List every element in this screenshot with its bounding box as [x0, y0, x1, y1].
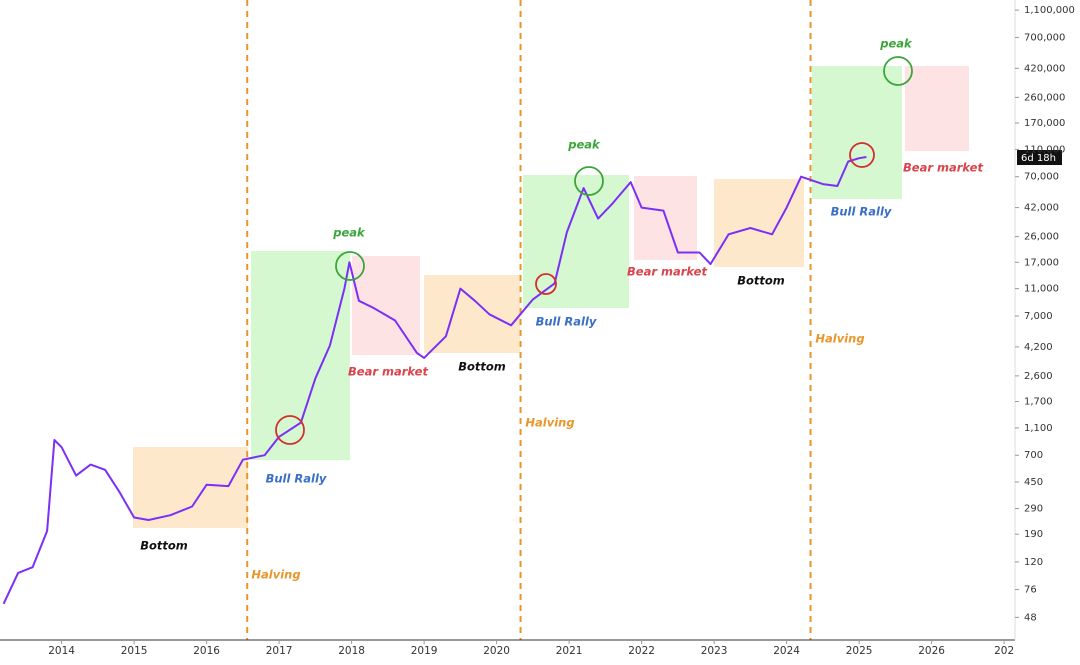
annotation: Bottom [458, 360, 506, 374]
bear-zone [905, 66, 969, 151]
annotation: peak [332, 226, 366, 240]
x-tick-label: 2019 [411, 645, 438, 657]
y-tick-label: 7,000 [1024, 311, 1053, 322]
x-tick-label: 2018 [338, 645, 365, 657]
annotation: peak [567, 138, 601, 152]
y-tick-label: 2,600 [1024, 371, 1053, 382]
annotation: Bear market [903, 161, 983, 175]
countdown-bg [1017, 150, 1062, 165]
y-tick-label: 110,000 [1024, 144, 1065, 155]
annotation: Bottom [140, 539, 188, 553]
x-tick-label: 2023 [701, 645, 728, 657]
y-tick-label: 420,000 [1024, 63, 1065, 74]
price-line [2, 156, 867, 605]
y-tick-label: 26,000 [1024, 232, 1059, 243]
y-tick-label: 260,000 [1024, 92, 1065, 103]
annotation: Bull Rally [536, 315, 597, 329]
peak-circle [574, 166, 604, 196]
rally-circle [849, 142, 875, 168]
annotation: Bull Rally [831, 205, 892, 219]
annotation: Bull Rally [266, 472, 327, 486]
y-tick-label: 170,000 [1024, 118, 1065, 129]
x-tick-label: 2025 [846, 645, 873, 657]
y-tick-label: 1,700 [1024, 397, 1053, 408]
rally-circle [535, 273, 557, 295]
bottom-zone [714, 179, 804, 267]
annotation: Bear market [627, 265, 707, 279]
annotation: Halving [815, 332, 864, 346]
y-tick-label: 4,200 [1024, 342, 1053, 353]
annotation: Halving [525, 416, 574, 430]
annotation: Bottom [737, 274, 785, 288]
zones [133, 66, 969, 528]
bottom-zone [424, 275, 520, 353]
x-tick-label: 2017 [266, 645, 293, 657]
x-tick-label: 2014 [48, 645, 75, 657]
y-tick-label: 290 [1024, 504, 1043, 515]
annotation: peak [879, 37, 913, 51]
y-tick-label: 120 [1024, 557, 1043, 568]
bull-zone [251, 251, 350, 460]
x-tick-label: 2026 [918, 645, 945, 657]
y-tick-label: 700 [1024, 450, 1043, 461]
y-tick-label: 17,000 [1024, 257, 1059, 268]
y-tick-label: 190 [1024, 529, 1043, 540]
y-tick-label: 76 [1024, 585, 1037, 596]
annotation: Bear market [348, 365, 428, 379]
x-tick-label: 202 [994, 645, 1014, 657]
countdown: 6d 18h [1021, 153, 1056, 164]
y-tick-label: 700,000 [1024, 32, 1065, 43]
y-tick-label: 1,100,000 [1024, 5, 1075, 16]
x-tick-label: 2016 [193, 645, 220, 657]
y-tick-label: 1,100 [1024, 423, 1053, 434]
circles [275, 56, 913, 445]
bull-zone [523, 175, 629, 308]
y-tick-label: 11,000 [1024, 284, 1059, 295]
annotation: Halving [251, 568, 300, 582]
y-tick-label: 70,000 [1024, 172, 1059, 183]
bottom-zone [133, 447, 248, 528]
peak-circle [883, 56, 913, 86]
x-tick-label: 2015 [121, 645, 148, 657]
x-tick-label: 2021 [556, 645, 583, 657]
x-tick-label: 2024 [773, 645, 800, 657]
bull-zone [812, 66, 902, 199]
y-tick-label: 450 [1024, 477, 1043, 488]
x-tick-label: 2022 [628, 645, 655, 657]
y-tick-label: 42,000 [1024, 203, 1059, 214]
x-tick-label: 2020 [483, 645, 510, 657]
peak-circle [335, 251, 365, 281]
rally-circle [275, 415, 305, 445]
y-tick-label: 48 [1024, 612, 1037, 623]
